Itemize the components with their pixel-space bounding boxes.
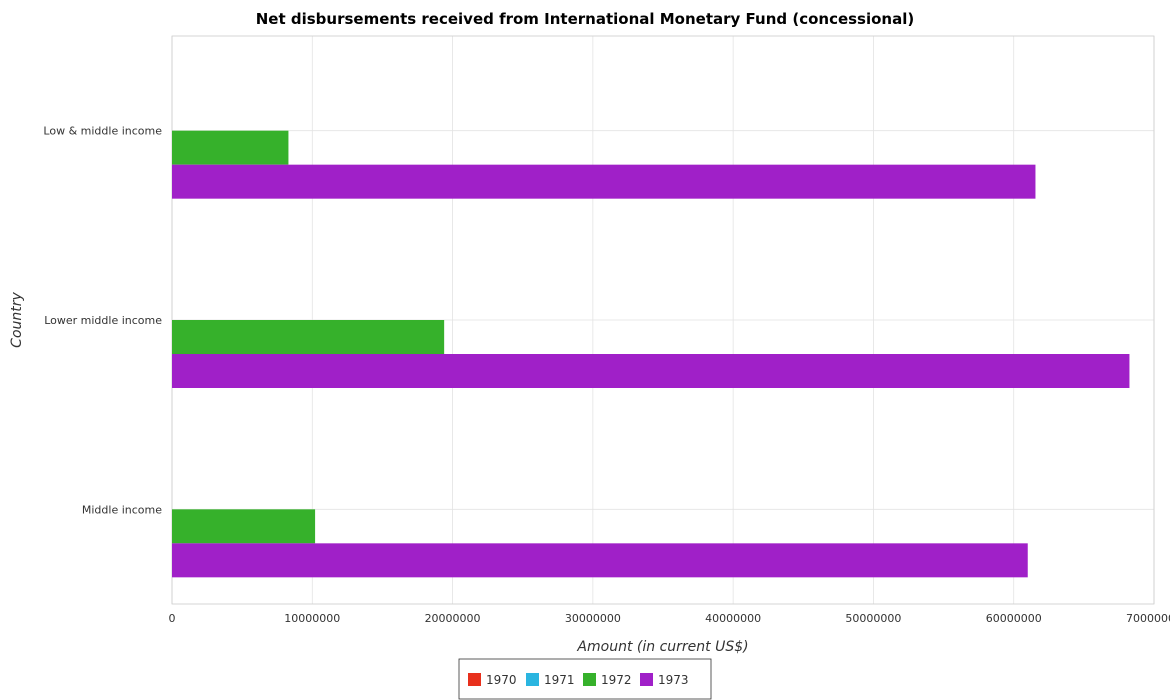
x-tick-label: 40000000: [705, 612, 761, 625]
y-ticks: Low & middle income Lower middle income Mi…: [43, 125, 162, 517]
y-tick-label: Lower middle income: [44, 314, 162, 327]
x-tick-label: 10000000: [284, 612, 340, 625]
y-tick-label: Low & middle income: [43, 125, 162, 138]
legend-swatch: [468, 673, 481, 686]
bar: [172, 130, 289, 165]
y-axis-label: Country: [9, 291, 25, 347]
legend-swatch: [526, 673, 539, 686]
x-tick-label: 0: [169, 612, 176, 625]
bars: [172, 130, 1130, 578]
legend-label: 1970: [486, 673, 517, 687]
x-tick-label: 60000000: [986, 612, 1042, 625]
legend-swatch: [583, 673, 596, 686]
bar: [172, 543, 1028, 578]
chart-title: Net disbursements received from Internat…: [256, 10, 914, 28]
legend-label: 1971: [544, 673, 575, 687]
legend-label: 1973: [658, 673, 689, 687]
bar: [172, 320, 445, 354]
legend-label: 1972: [601, 673, 632, 687]
y-tick-label: Middle income: [82, 503, 162, 516]
grid: [171, 36, 1155, 604]
x-tick-label: 50000000: [845, 612, 901, 625]
bar: [172, 509, 316, 544]
legend-swatch: [640, 673, 653, 686]
x-tick-label: 30000000: [565, 612, 621, 625]
x-axis-label: Amount (in current US$): [576, 639, 748, 655]
x-tick-label: 70000000: [1126, 612, 1170, 625]
bar: [172, 164, 1036, 199]
x-tick-label: 20000000: [425, 612, 481, 625]
x-ticks: 0 10000000 20000000 30000000 40000000 5000000…: [169, 612, 1170, 625]
legend: 1970 1971 1972 1973: [458, 658, 712, 700]
bar: [172, 354, 1130, 388]
